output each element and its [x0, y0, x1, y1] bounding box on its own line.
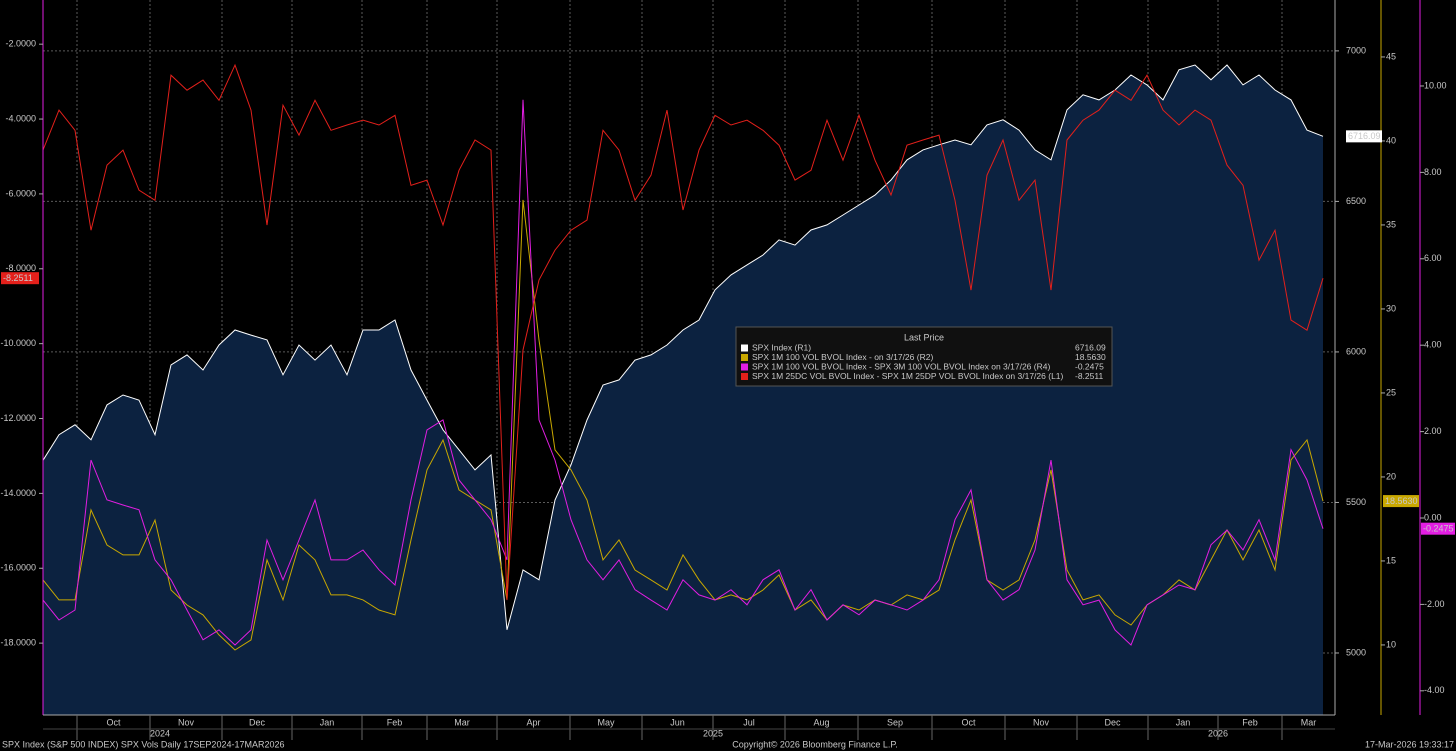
last-value-label: 18.5630	[1385, 496, 1418, 506]
x-tick-label: Oct	[961, 717, 976, 727]
tick-label: -16.0000	[0, 563, 36, 573]
last-value-box	[1383, 495, 1419, 508]
legend-swatch	[741, 354, 748, 361]
tick-label: -12.0000	[0, 413, 36, 423]
tick-label: -10.0000	[0, 338, 36, 348]
legend-label: SPX 1M 25DC VOL BVOL Index - SPX 1M 25DP…	[752, 371, 1064, 381]
legend-label: SPX Index (R1)	[752, 342, 811, 352]
x-tick-label: Nov	[1033, 717, 1050, 727]
x-tick-label: Feb	[1242, 717, 1258, 727]
legend-box	[735, 326, 1113, 387]
x-tick-label: Aug	[813, 717, 829, 727]
tick-label: 30	[1386, 303, 1396, 313]
line	[42, 199, 1324, 651]
last-value-label: -8.2511	[3, 273, 33, 283]
tick-label: 4.00	[1424, 340, 1442, 350]
x-tick-label: Jan	[320, 717, 335, 727]
x-tick-label: Apr	[526, 717, 540, 727]
tick-label: 20	[1386, 471, 1396, 481]
tick-label: 5000	[1346, 647, 1366, 657]
tick-label: -6.0000	[5, 188, 36, 198]
legend-title: Last Price	[904, 332, 944, 342]
year-label: 2026	[1208, 728, 1228, 738]
legend-value: 6716.09	[1075, 342, 1106, 352]
last-value-label: -0.2475	[1423, 524, 1454, 534]
x-tick-label: Jul	[743, 717, 755, 727]
legend-value: -0.2475	[1075, 361, 1104, 371]
year-label: 2024	[150, 728, 170, 738]
tick-label: -18.0000	[0, 638, 36, 648]
x-tick-label: Oct	[106, 717, 121, 727]
line	[42, 99, 1324, 646]
area	[43, 65, 1323, 715]
last-value-label: 6716.09	[1348, 131, 1381, 141]
x-tick-label: Mar	[1301, 717, 1317, 727]
tick-label: 10	[1386, 639, 1396, 649]
legend-value: -8.2511	[1075, 371, 1103, 381]
x-tick-label: Jan	[1176, 717, 1191, 727]
tick-label: 45	[1386, 51, 1396, 61]
legend-value: 18.5630	[1075, 352, 1106, 362]
last-value-box	[1346, 130, 1382, 143]
x-tick-label: Feb	[387, 717, 403, 727]
tick-label: 7000	[1346, 45, 1366, 55]
legend: Last Price SPX Index (R1) 6716.09 SPX 1M 10…	[735, 326, 1113, 387]
tick-label: -4.0000	[5, 113, 36, 123]
tick-label: 6000	[1346, 346, 1366, 356]
legend-label: SPX 1M 100 VOL BVOL Index - SPX 3M 100 V…	[752, 361, 1050, 371]
x-tick-label: Sep	[887, 717, 903, 727]
tick-label: -2.00	[1424, 599, 1445, 609]
tick-label: 5500	[1346, 497, 1366, 507]
tick-label: -14.0000	[0, 488, 36, 498]
tick-label: 2.00	[1424, 426, 1442, 436]
legend-swatch	[741, 344, 748, 352]
tick-label: 15	[1386, 555, 1396, 565]
x-tick-label: Mar	[454, 717, 470, 727]
tick-label: 10.00	[1424, 80, 1447, 90]
tick-label: 6500	[1346, 196, 1366, 206]
last-value-box	[1421, 522, 1455, 535]
line	[42, 63, 1324, 601]
x-tick-label: May	[597, 717, 615, 727]
footer-right: 17-Mar-2026 19:33:17	[1365, 739, 1454, 749]
tick-label: -4.00	[1424, 685, 1445, 695]
tick-label: -2.0000	[5, 39, 36, 49]
footer-left: SPX Index (S&P 500 INDEX) SPX Vols Daily…	[2, 739, 285, 749]
legend-swatch	[741, 373, 748, 380]
x-tick-label: Dec	[1104, 717, 1121, 727]
year-label: 2025	[703, 728, 723, 738]
tick-label: 40	[1386, 135, 1396, 145]
tick-label: -8.0000	[5, 263, 36, 273]
legend-swatch	[741, 363, 748, 371]
tick-label: 35	[1386, 219, 1396, 229]
footer-center: Copyright© 2026 Bloomberg Finance L.P.	[732, 739, 898, 749]
x-tick-label: Jun	[670, 717, 685, 727]
line	[42, 64, 1324, 630]
tick-label: 25	[1386, 387, 1396, 397]
x-tick-label: Nov	[178, 717, 195, 727]
x-tick-label: Dec	[249, 717, 266, 727]
legend-label: SPX 1M 100 VOL BVOL Index - on 3/17/26 (…	[752, 352, 933, 362]
tick-label: 0.00	[1424, 512, 1442, 522]
tick-label: 6.00	[1424, 253, 1442, 263]
tick-label: 8.00	[1424, 167, 1442, 177]
last-value-box	[1, 272, 39, 285]
